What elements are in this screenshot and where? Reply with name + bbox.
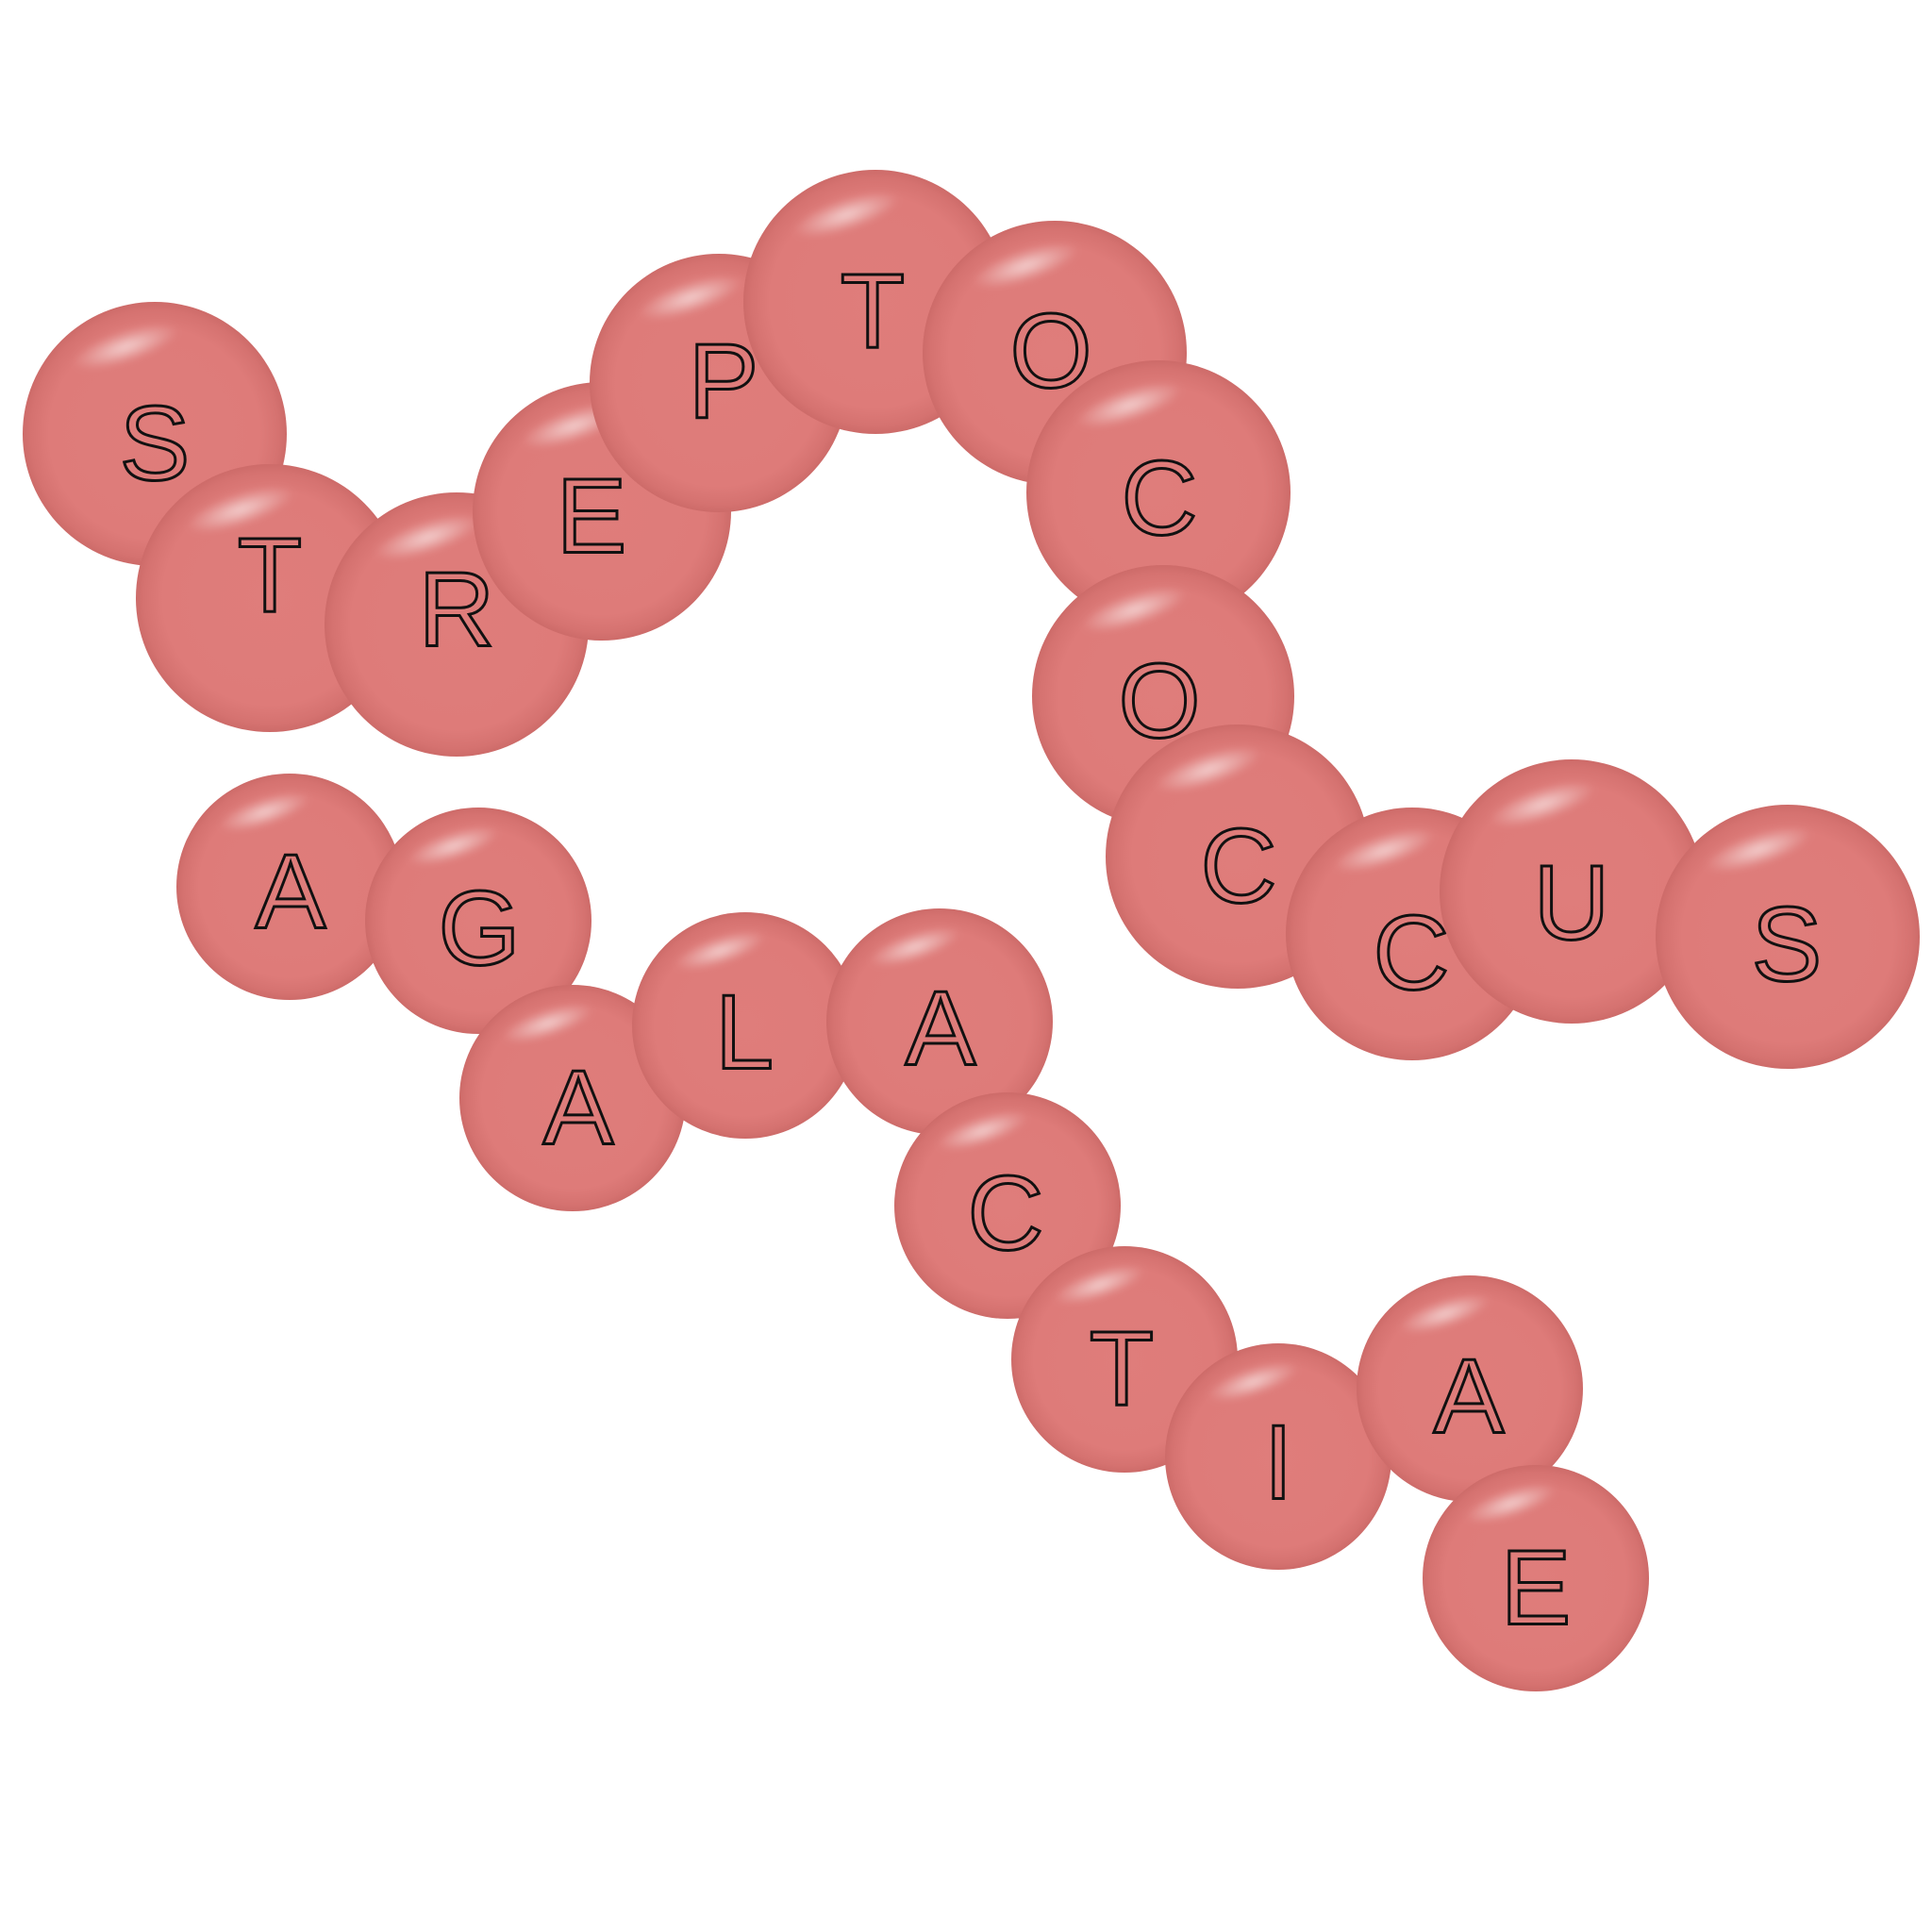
coccus-letter: C [1201,808,1277,925]
coccus-letter: E [1501,1529,1572,1647]
coccus-highlight [973,242,1079,289]
coccus-species-10: E [1423,1465,1649,1691]
coccus-letter: T [841,253,905,371]
coccus-species-2: G [365,808,591,1034]
coccus-highlight [73,324,179,370]
coccus-letter: E [557,458,627,575]
coccus-species-8: I [1165,1343,1391,1570]
coccus-highlight [1399,1294,1491,1334]
coccus-highlight [502,1004,593,1043]
coccus-letter: C [1122,440,1198,558]
coccus-highlight [1156,746,1262,792]
coccus-letter: R [419,551,495,669]
coccus-highlight [1076,382,1183,428]
coccus-highlight [1465,1484,1557,1524]
coccus-letter: L [715,974,774,1091]
coccus-highlight [793,192,900,238]
coccus-letter: T [1090,1310,1154,1428]
coccus-letter: I [1263,1404,1292,1522]
coccus-highlight [1333,828,1436,873]
coccus-species-1: A [176,774,403,1000]
coccus-highlight [869,927,960,967]
coccus-highlight [408,826,499,866]
coccus-genus-8: C [1026,360,1291,625]
coccus-letter: C [968,1155,1044,1273]
coccus-highlight [1081,587,1188,633]
coccus-species-6: C [894,1092,1121,1319]
coccus-letter: U [1534,844,1610,962]
coccus-letter: T [238,517,302,635]
coccus-highlight [675,931,766,971]
coccus-letter: C [1374,894,1450,1012]
coccus-letter: A [906,970,976,1088]
coccus-letter: G [438,870,520,988]
coccus-species-5: A [826,908,1053,1135]
coccus-species-4: L [632,912,858,1139]
coccus-letter: A [1434,1338,1505,1456]
coccus-letter: A [543,1049,614,1167]
coccus-letter: S [1752,886,1823,1004]
coccus-highlight [186,486,294,533]
coccus-highlight [1054,1265,1145,1305]
coccus-highlight [1706,826,1812,873]
coccus-highlight [638,275,742,321]
coccus-highlight [375,514,481,560]
coccus-highlight [219,792,310,832]
coccus-highlight [1208,1362,1299,1402]
coccus-species-9: A [1357,1275,1583,1502]
coccus-letter: A [256,833,326,951]
coccus-highlight [1490,781,1596,827]
coccus-genus-13: S [1656,805,1920,1069]
coccus-species-3: A [459,985,686,1211]
coccus-letter: S [120,385,191,503]
coccus-genus-12: U [1440,759,1704,1024]
coccus-letter: P [689,323,759,441]
coccus-highlight [937,1111,1028,1151]
